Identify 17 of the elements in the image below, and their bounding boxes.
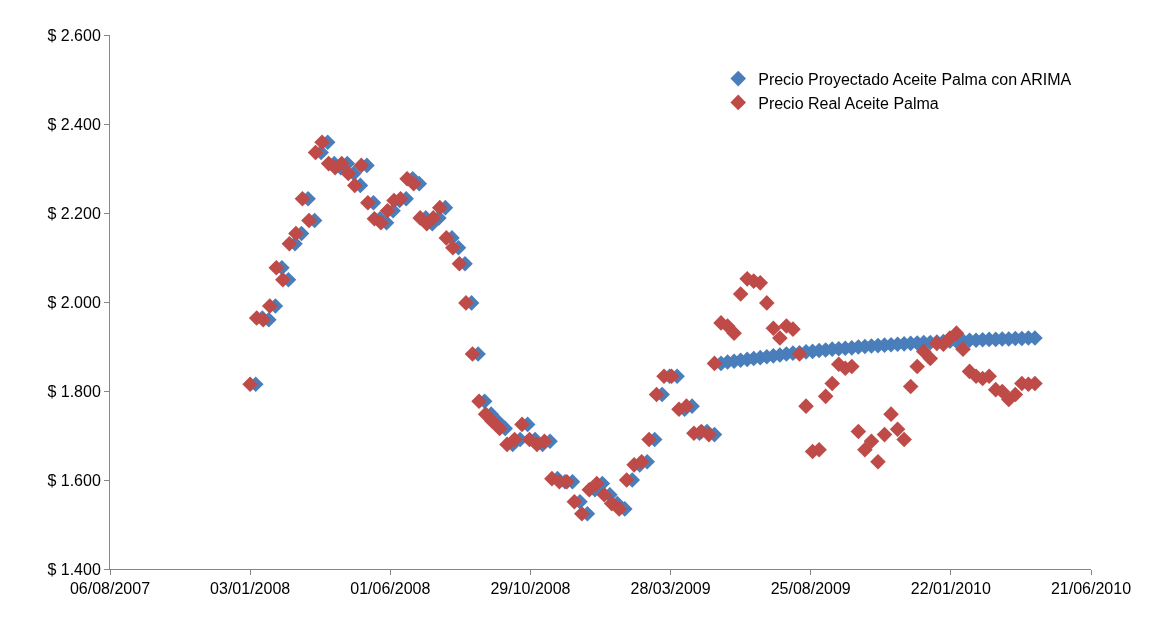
y-tick-label: $ 1.800 <box>47 382 101 400</box>
x-tick-label: 21/06/2010 <box>1050 580 1132 598</box>
y-tick-label: $ 1.600 <box>47 471 101 489</box>
legend-label: Precio Proyectado Aceite Palma con ARIMA <box>758 70 1072 88</box>
x-tick-label: 22/01/2010 <box>910 580 991 598</box>
x-tick-label: 29/10/2008 <box>490 580 571 598</box>
x-tick-label: 03/01/2008 <box>210 580 291 598</box>
y-tick-label: $ 2.000 <box>47 293 101 311</box>
y-tick-label: $ 2.200 <box>47 204 101 222</box>
x-tick-label: 28/03/2009 <box>630 580 711 598</box>
legend-label: Precio Real Aceite Palma <box>758 94 939 112</box>
y-tick-label: $ 2.400 <box>47 115 101 133</box>
x-tick-label: 25/08/2009 <box>770 580 851 598</box>
y-tick-label: $ 2.600 <box>47 26 101 44</box>
x-tick-label: 06/08/2007 <box>69 580 151 598</box>
y-tick-label: $ 1.400 <box>47 560 101 578</box>
x-tick-label: 01/06/2008 <box>350 580 431 598</box>
